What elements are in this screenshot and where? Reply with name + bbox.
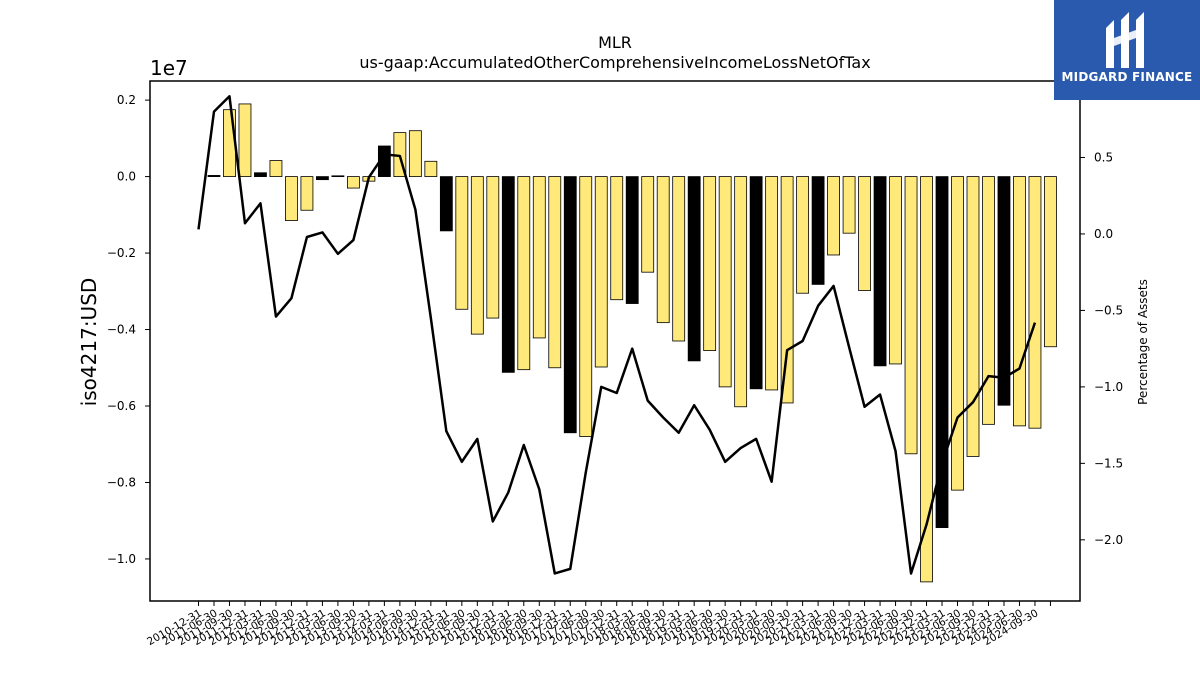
bar-34: [718, 176, 732, 388]
bar-51: [982, 176, 995, 425]
y-tick-label: 0.0: [117, 170, 136, 184]
y-tick-label: −0.8: [107, 475, 136, 489]
y-axis-ticks: −1.0 −0.8 −0.6 −0.4 −0.2 0.0 0.2: [107, 93, 150, 566]
y-axis-scale-label: 1e7: [150, 56, 188, 80]
bar-36: [749, 176, 763, 390]
bar-27: [610, 176, 624, 301]
bar-2: [223, 109, 236, 177]
bars-group: [207, 103, 1057, 583]
chart-subtitle: us-gaap:AccumulatedOtherComprehensiveInc…: [359, 53, 870, 72]
y-axis-label: iso4217:USD: [77, 278, 101, 407]
bar-6: [285, 176, 298, 221]
bar-39: [796, 176, 810, 294]
y-tick-label: 0.2: [117, 93, 136, 107]
bar-35: [734, 176, 748, 408]
y-tick-label: −0.2: [107, 246, 136, 260]
bar-54: [1028, 176, 1042, 429]
y-tick-label: −0.6: [107, 399, 136, 413]
bar-28: [625, 176, 639, 304]
bar-15: [424, 160, 438, 177]
bar-48: [935, 176, 949, 528]
y2-tick-label: 0.0: [1094, 227, 1113, 241]
bar-40: [811, 176, 825, 285]
bar-37: [765, 176, 779, 391]
bar-41: [827, 176, 840, 256]
bar-24: [563, 176, 577, 434]
bar-7: [300, 176, 314, 211]
y2-tick-label: 0.5: [1094, 150, 1113, 164]
bar-30: [656, 176, 670, 324]
logo-mark-icon: [1106, 12, 1144, 68]
bar-25: [579, 176, 593, 437]
plot-frame: [149, 80, 1081, 602]
bar-33: [703, 176, 717, 351]
bar-9: [331, 175, 345, 178]
percentage-line: [197, 95, 1037, 575]
bar-44: [873, 176, 887, 367]
y2-axis-label: Percentage of Assets: [1136, 279, 1150, 405]
bar-3: [238, 103, 252, 177]
bar-49: [951, 176, 964, 491]
bar-47: [920, 176, 933, 583]
bar-18: [470, 176, 484, 335]
y2-tick-label: −1.0: [1094, 380, 1123, 394]
y2-axis-ticks: −2.0 −1.5 −1.0 −0.5 0.0 0.5: [1080, 150, 1123, 547]
bar-50: [966, 176, 980, 457]
bar-46: [904, 176, 918, 455]
bar-4: [254, 172, 267, 177]
bar-21: [517, 176, 531, 371]
chart-title: MLR: [598, 33, 632, 52]
y2-tick-label: −0.5: [1094, 303, 1123, 317]
bar-8: [316, 176, 329, 181]
bar-22: [532, 176, 546, 339]
bar-23: [548, 176, 562, 369]
bar-38: [780, 176, 794, 404]
bar-10: [346, 176, 360, 189]
bar-53: [1013, 176, 1026, 427]
bar-52: [997, 176, 1011, 406]
bar-16: [439, 176, 453, 232]
bar-43: [858, 176, 871, 291]
bar-42: [842, 176, 856, 234]
company-logo: MIDGARD FINANCE: [1054, 0, 1200, 100]
y2-tick-label: −2.0: [1094, 533, 1123, 547]
bar-14: [408, 130, 422, 177]
bar-31: [672, 176, 686, 342]
bar-55: [1044, 176, 1057, 348]
bar-5: [269, 160, 283, 177]
bar-29: [641, 176, 655, 273]
bar-1: [207, 175, 221, 177]
bar-17: [455, 176, 469, 310]
y-tick-label: −0.4: [107, 323, 136, 337]
logo-text: MIDGARD FINANCE: [1061, 70, 1193, 84]
bar-26: [594, 176, 608, 368]
x-axis-ticks: 2010-12-312011-06-302011-09-302011-12-31…: [145, 601, 1051, 648]
bar-32: [687, 176, 701, 362]
bar-45: [889, 176, 902, 365]
line-group: [197, 95, 1037, 575]
bar-20: [501, 176, 515, 373]
y2-tick-label: −1.5: [1094, 456, 1123, 470]
bar-19: [486, 176, 500, 319]
y-tick-label: −1.0: [107, 552, 136, 566]
